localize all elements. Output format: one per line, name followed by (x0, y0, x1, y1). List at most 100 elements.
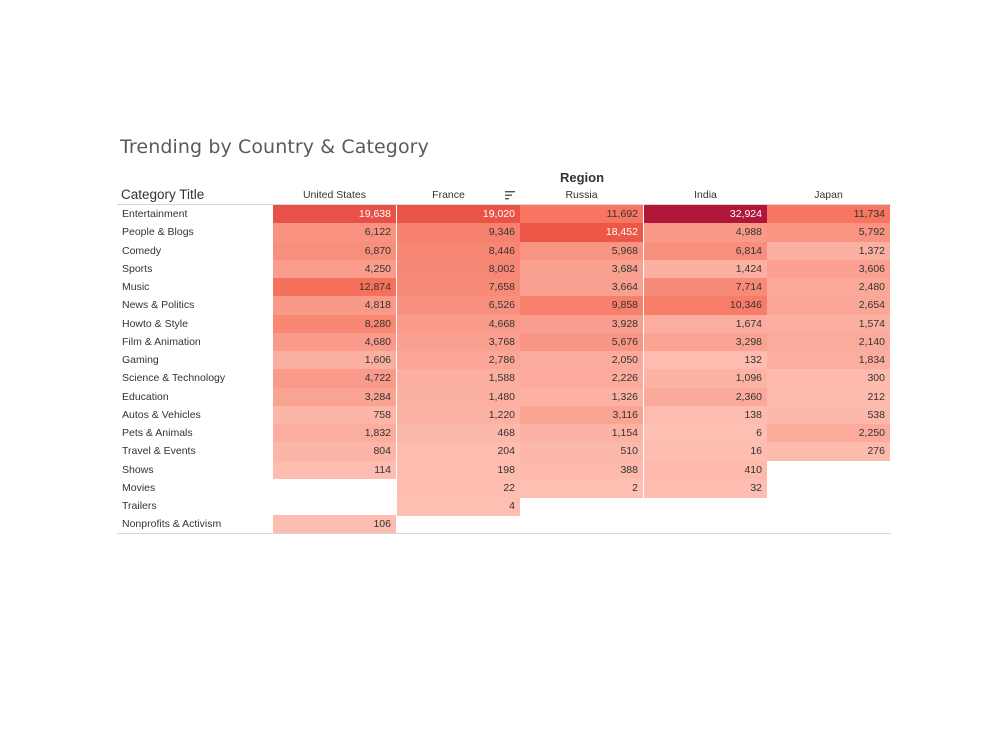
heatmap-cell-comedy-russia[interactable]: 5,968 (520, 241, 643, 261)
column-header-russia[interactable]: Russia (565, 189, 598, 201)
sort-descending-icon[interactable] (504, 190, 516, 201)
heatmap-cell-news-and-politics-russia[interactable]: 9,858 (520, 296, 643, 315)
heatmap-cell-shows-france[interactable]: 198 (397, 460, 520, 480)
heatmap-cell-autos-and-vehicles-russia[interactable]: 3,116 (520, 405, 643, 425)
heatmap-cell-comedy-india[interactable]: 6,814 (644, 241, 767, 261)
heatmap-cell-education-japan[interactable]: 212 (767, 387, 890, 407)
row-label-pets-and-animals: Pets & Animals (122, 427, 193, 439)
heatmap-cell-sports-japan[interactable]: 3,606 (767, 259, 890, 279)
heatmap-cell-nonprofits-and-activism-united-states[interactable]: 106 (273, 515, 396, 534)
heatmap-cell-science-and-technology-india[interactable]: 1,096 (644, 369, 767, 388)
row-header-label: Category Title (121, 187, 205, 202)
row-label-movies: Movies (122, 481, 156, 494)
heatmap-cell-pets-and-animals-france[interactable]: 468 (397, 424, 520, 443)
heatmap-cell-gaming-united-states[interactable]: 1,606 (273, 351, 396, 370)
heatmap-cell-news-and-politics-japan[interactable]: 2,654 (767, 296, 890, 315)
heatmap-cell-autos-and-vehicles-india[interactable]: 138 (644, 405, 767, 425)
heatmap-cell-autos-and-vehicles-france[interactable]: 1,220 (397, 405, 520, 425)
bottom-divider (117, 533, 891, 534)
heatmap-cell-science-and-technology-france[interactable]: 1,588 (397, 369, 520, 388)
heatmap-cell-comedy-japan[interactable]: 1,372 (767, 241, 890, 261)
heatmap-cell-travel-and-events-russia[interactable]: 510 (520, 442, 643, 461)
heatmap-cell-pets-and-animals-india[interactable]: 6 (644, 424, 767, 443)
heatmap-cell-howto-and-style-russia[interactable]: 3,928 (520, 314, 643, 334)
heatmap-cell-pets-and-animals-united-states[interactable]: 1,832 (273, 424, 396, 443)
heatmap-cell-travel-and-events-japan[interactable]: 276 (767, 442, 890, 461)
heatmap-cell-pets-and-animals-russia[interactable]: 1,154 (520, 424, 643, 443)
heatmap-cell-gaming-russia[interactable]: 2,050 (520, 351, 643, 370)
heatmap-cell-people-and-blogs-france[interactable]: 9,346 (397, 223, 520, 242)
heatmap-cell-movies-france[interactable]: 22 (397, 478, 520, 498)
heatmap-cell-people-and-blogs-japan[interactable]: 5,792 (767, 223, 890, 242)
heatmap-cell-people-and-blogs-india[interactable]: 4,988 (644, 223, 767, 242)
heatmap-cell-shows-india[interactable]: 410 (644, 460, 767, 480)
heatmap-cell-music-japan[interactable]: 2,480 (767, 278, 890, 297)
heatmap-cell-news-and-politics-united-states[interactable]: 4,818 (273, 296, 396, 315)
heatmap-cell-people-and-blogs-united-states[interactable]: 6,122 (273, 223, 396, 242)
column-header-india[interactable]: India (694, 189, 717, 201)
heatmap-cell-howto-and-style-japan[interactable]: 1,574 (767, 314, 890, 334)
column-header-united-states[interactable]: United States (302, 189, 367, 201)
heatmap-cell-gaming-india[interactable]: 132 (644, 351, 767, 370)
heatmap-cell-entertainment-united-states[interactable]: 19,638 (273, 205, 396, 224)
heatmap-cell-howto-and-style-india[interactable]: 1,674 (644, 314, 767, 334)
heatmap-cell-gaming-france[interactable]: 2,786 (397, 351, 520, 370)
heatmap-cell-sports-france[interactable]: 8,002 (397, 259, 520, 279)
heatmap-cell-film-and-animation-japan[interactable]: 2,140 (767, 332, 890, 352)
row-label-music: Music (122, 281, 150, 293)
heatmap-cell-shows-russia[interactable]: 388 (520, 460, 643, 480)
heatmap-cell-education-russia[interactable]: 1,326 (520, 387, 643, 407)
column-header-france[interactable]: France (432, 189, 465, 201)
heatmap-cell-trailers-france[interactable]: 4 (397, 497, 520, 516)
heatmap-cell-comedy-united-states[interactable]: 6,870 (273, 241, 396, 261)
row-label-people-and-blogs: People & Blogs (122, 226, 194, 239)
heatmap-cell-music-india[interactable]: 7,714 (644, 278, 767, 297)
heatmap-cell-sports-india[interactable]: 1,424 (644, 259, 767, 279)
heatmap-cell-entertainment-france[interactable]: 19,020 (397, 205, 520, 224)
heatmap-cell-entertainment-russia[interactable]: 11,692 (520, 205, 643, 224)
row-label-education: Education (122, 390, 169, 403)
heatmap-cell-movies-russia[interactable]: 2 (520, 478, 643, 498)
heatmap-cell-science-and-technology-russia[interactable]: 2,226 (520, 369, 643, 388)
heatmap-cell-comedy-france[interactable]: 8,446 (397, 241, 520, 261)
column-header-japan[interactable]: Japan (814, 189, 843, 201)
heatmap-cell-education-united-states[interactable]: 3,284 (273, 387, 396, 407)
row-label-science-and-technology: Science & Technology (122, 372, 226, 385)
chart-title: Trending by Country & Category (120, 136, 429, 158)
heatmap-cell-howto-and-style-france[interactable]: 4,668 (397, 314, 520, 334)
heatmap-cell-movies-india[interactable]: 32 (644, 478, 767, 498)
heatmap-cell-howto-and-style-united-states[interactable]: 8,280 (273, 314, 396, 334)
heatmap-cell-travel-and-events-united-states[interactable]: 804 (273, 442, 396, 461)
column-group-header: Region (559, 170, 605, 185)
row-label-nonprofits-and-activism: Nonprofits & Activism (122, 518, 222, 531)
heatmap-cell-news-and-politics-india[interactable]: 10,346 (644, 296, 767, 315)
heatmap-cell-education-france[interactable]: 1,480 (397, 387, 520, 407)
heatmap-cell-film-and-animation-united-states[interactable]: 4,680 (273, 332, 396, 352)
row-label-trailers: Trailers (122, 500, 157, 512)
heatmap-cell-pets-and-animals-japan[interactable]: 2,250 (767, 424, 890, 443)
heatmap-cell-autos-and-vehicles-united-states[interactable]: 758 (273, 405, 396, 425)
heatmap-cell-sports-russia[interactable]: 3,684 (520, 259, 643, 279)
heatmap-cell-film-and-animation-india[interactable]: 3,298 (644, 332, 767, 352)
heatmap-cell-people-and-blogs-russia[interactable]: 18,452 (520, 223, 643, 242)
row-label-shows: Shows (122, 463, 154, 476)
heatmap-cell-travel-and-events-france[interactable]: 204 (397, 442, 520, 461)
heatmap-cell-music-russia[interactable]: 3,664 (520, 278, 643, 297)
heatmap-cell-shows-united-states[interactable]: 114 (273, 460, 396, 480)
heatmap-cell-film-and-animation-russia[interactable]: 5,676 (520, 332, 643, 352)
heatmap-cell-science-and-technology-united-states[interactable]: 4,722 (273, 369, 396, 388)
header-divider (117, 204, 891, 205)
heatmap-cell-science-and-technology-japan[interactable]: 300 (767, 369, 890, 388)
heatmap-cell-autos-and-vehicles-japan[interactable]: 538 (767, 405, 890, 425)
heatmap-cell-entertainment-japan[interactable]: 11,734 (767, 205, 890, 224)
row-label-film-and-animation: Film & Animation (122, 335, 201, 348)
heatmap-cell-travel-and-events-india[interactable]: 16 (644, 442, 767, 461)
heatmap-cell-entertainment-india[interactable]: 32,924 (644, 205, 767, 224)
heatmap-cell-education-india[interactable]: 2,360 (644, 387, 767, 407)
heatmap-cell-film-and-animation-france[interactable]: 3,768 (397, 332, 520, 352)
heatmap-cell-sports-united-states[interactable]: 4,250 (273, 259, 396, 279)
heatmap-cell-gaming-japan[interactable]: 1,834 (767, 351, 890, 370)
heatmap-cell-news-and-politics-france[interactable]: 6,526 (397, 296, 520, 315)
heatmap-cell-music-france[interactable]: 7,658 (397, 278, 520, 297)
heatmap-cell-music-united-states[interactable]: 12,874 (273, 278, 396, 297)
